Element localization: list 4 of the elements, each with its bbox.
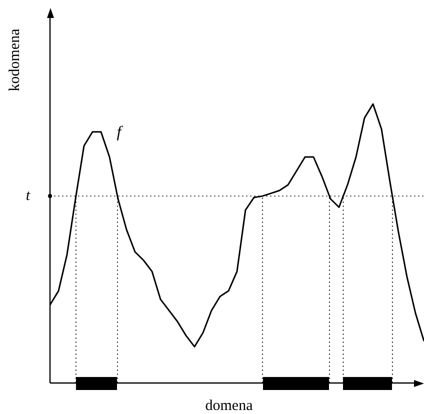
annotation: f: [116, 124, 124, 142]
x-axis-title: domena: [205, 398, 254, 414]
y-axis-title: kodomena: [6, 28, 23, 92]
ref-line-label: t: [26, 188, 31, 204]
